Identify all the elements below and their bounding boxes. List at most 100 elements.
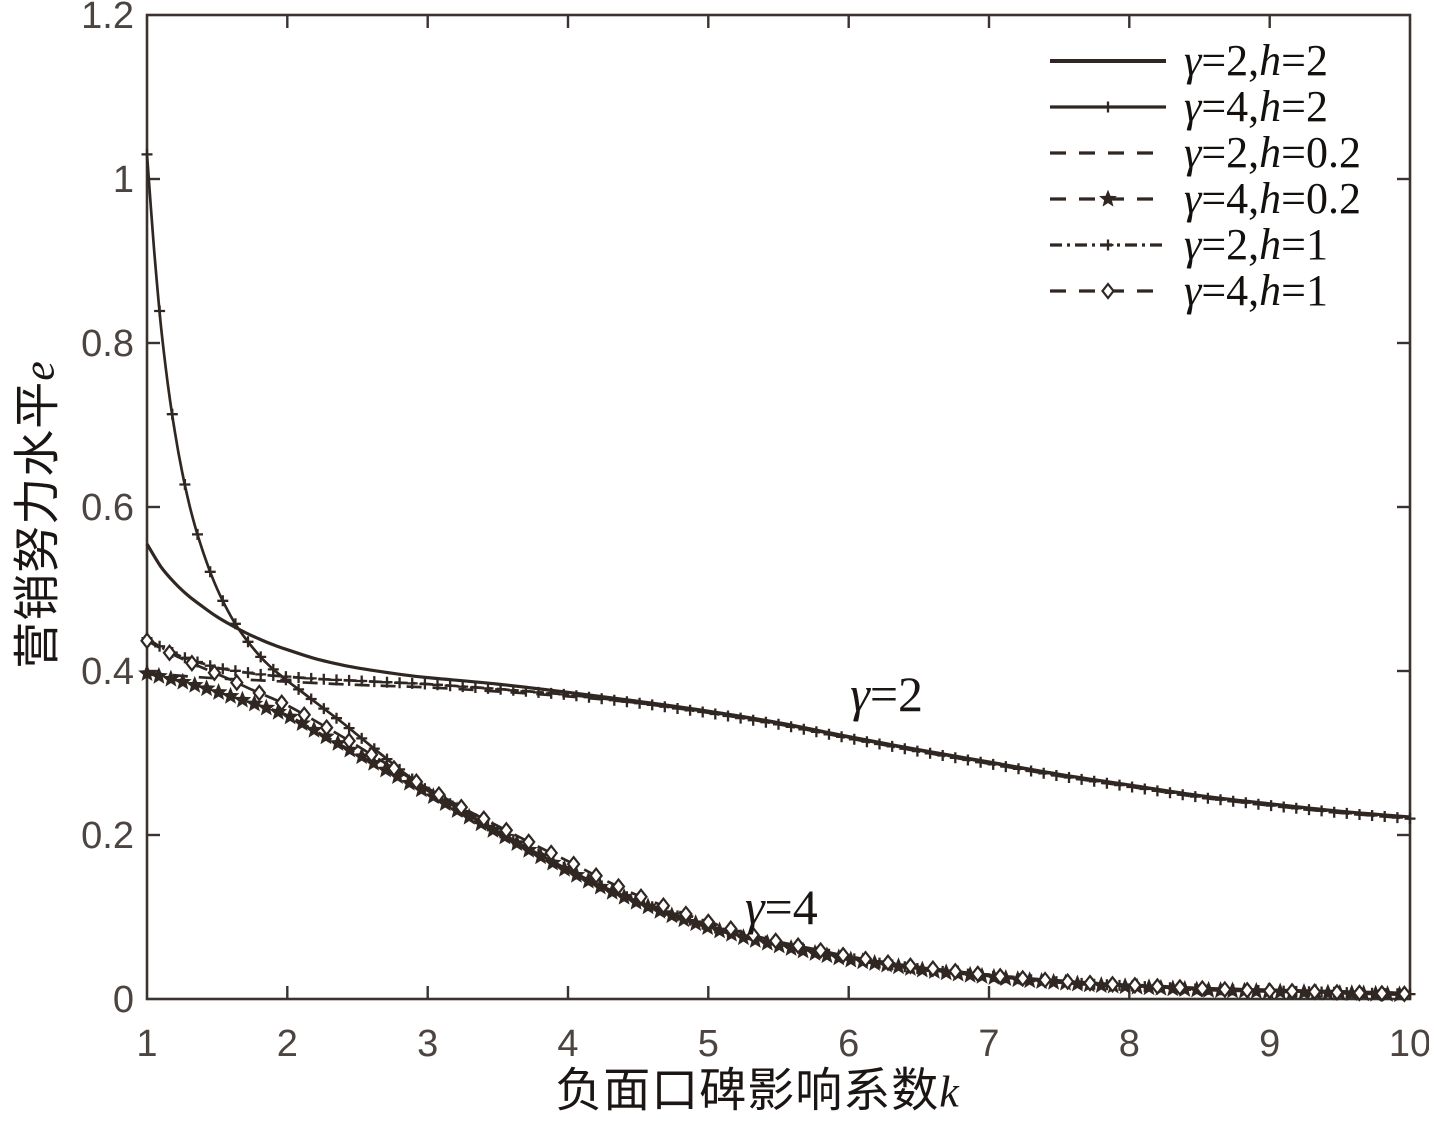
- plus-marker: [305, 672, 317, 684]
- diamond-marker: [1330, 983, 1344, 1002]
- plus-marker: [406, 677, 418, 689]
- plus-marker: [1139, 783, 1151, 795]
- x-tick-label: 3: [417, 1023, 438, 1065]
- y-tick-label: 1.2: [81, 0, 134, 37]
- gamma-symbol: γ: [1184, 128, 1202, 177]
- plus-marker: [444, 680, 456, 692]
- plus-marker: [204, 566, 216, 578]
- plus-marker: [1404, 813, 1416, 825]
- plus-marker: [1215, 794, 1226, 806]
- x-tick-label: 5: [698, 1023, 719, 1065]
- legend-sample-g4-h02: [1050, 189, 1166, 207]
- diamond-marker: [162, 644, 177, 662]
- diamond-marker: [185, 654, 199, 672]
- plus-marker: [242, 636, 254, 648]
- gamma-symbol: γ: [1184, 36, 1202, 85]
- plus-marker: [305, 693, 317, 705]
- diamond-marker: [611, 877, 626, 896]
- plus-marker: [482, 682, 494, 694]
- diamond-marker: [1240, 981, 1255, 1000]
- diamond-marker: [1128, 976, 1142, 995]
- plus-marker: [356, 732, 368, 744]
- legend-item-g2-h02: γ=2,h=0.2: [1046, 130, 1361, 176]
- plus-marker: [229, 618, 241, 630]
- plus-marker: [785, 721, 797, 733]
- star-marker: [197, 679, 216, 697]
- legend-item-g4-h02: γ=4,h=0.2: [1046, 176, 1361, 222]
- diamond-marker: [499, 821, 514, 840]
- diamond-marker: [970, 965, 985, 983]
- plus-marker: [672, 703, 683, 714]
- plus-marker: [293, 683, 305, 695]
- plus-marker: [836, 731, 848, 743]
- x-tick-labels: 1 2 3 4 5 6 7 8 9 10: [136, 1023, 1429, 1065]
- plus-marker: [937, 750, 949, 761]
- star-marker: [281, 707, 299, 725]
- plus-marker: [457, 681, 469, 693]
- plus-marker: [1189, 791, 1201, 803]
- legend-label: γ=4,h=0.2: [1184, 174, 1361, 223]
- diamond-marker: [1015, 969, 1030, 988]
- plus-marker: [608, 694, 620, 706]
- y-axis-variable: e: [14, 361, 64, 381]
- legend-sample-g2-h2: [1050, 59, 1166, 63]
- star-marker: [221, 686, 240, 704]
- plus-marker: [596, 693, 608, 705]
- plus-marker: [1227, 795, 1239, 807]
- star-marker: [257, 698, 276, 716]
- plus-marker: [911, 745, 923, 757]
- plus-marker: [1202, 792, 1214, 804]
- plus-marker: [1063, 772, 1075, 783]
- diamond-marker: [746, 926, 761, 944]
- diamond-marker: [544, 844, 559, 862]
- plus-marker: [293, 672, 305, 683]
- plus-marker: [242, 667, 254, 679]
- plus-marker: [520, 685, 532, 697]
- diamond-marker: [881, 953, 895, 972]
- diamond-marker: [656, 896, 671, 915]
- plus-marker: [179, 479, 191, 490]
- legend-label: γ=4,h=2: [1184, 82, 1328, 131]
- plus-marker: [1290, 802, 1302, 814]
- legend-sample-g4-h1: [1050, 282, 1166, 300]
- x-tick-label: 9: [1259, 1023, 1280, 1065]
- plus-marker: [1013, 763, 1024, 775]
- plus-marker: [255, 651, 267, 663]
- plus-marker: [924, 747, 936, 759]
- plus-marker: [1126, 781, 1138, 793]
- plus-marker: [1102, 101, 1114, 113]
- legend-label: γ=2,h=0.2: [1184, 128, 1361, 177]
- annotation-symbol: γ: [745, 879, 766, 935]
- legend-sample-g2-h1: [1050, 239, 1166, 251]
- plus-marker: [684, 704, 696, 716]
- plus-marker: [368, 676, 380, 688]
- legend-item-g4-h2: γ=4,h=2: [1046, 84, 1361, 130]
- plus-marker: [255, 668, 267, 680]
- plus-marker: [583, 691, 595, 703]
- diamond-marker: [364, 745, 379, 764]
- y-axis-title: 营销努力水平e: [0, 361, 68, 669]
- star-marker: [233, 690, 252, 708]
- star-marker: [567, 865, 586, 883]
- diamond-marker: [319, 718, 334, 737]
- x-tick-label: 8: [1119, 1023, 1140, 1065]
- plus-marker: [318, 703, 330, 715]
- star-marker: [138, 664, 156, 681]
- star-marker: [185, 675, 204, 693]
- h-symbol: h: [1259, 36, 1282, 85]
- plus-marker: [1050, 770, 1062, 781]
- star-marker: [662, 906, 681, 924]
- plus-marker: [343, 674, 355, 686]
- annotation-4: γ=4: [745, 879, 818, 935]
- plus-marker: [886, 740, 898, 752]
- plus-marker: [760, 716, 772, 728]
- plus-marker: [1303, 804, 1315, 816]
- x-axis-title: 负面口碑影响系数k: [555, 1052, 959, 1121]
- plus-marker: [507, 684, 519, 696]
- star-marker: [305, 720, 323, 738]
- plus-marker: [331, 712, 342, 724]
- plus-marker: [1114, 779, 1125, 791]
- legend: γ=2,h=2 γ=4,h=2 γ=2,h=0.2 γ=4,h=0.2 γ=2,h=1 γ…: [1046, 38, 1361, 314]
- plus-marker: [810, 726, 822, 738]
- markers-g4-h02: [138, 664, 1409, 1003]
